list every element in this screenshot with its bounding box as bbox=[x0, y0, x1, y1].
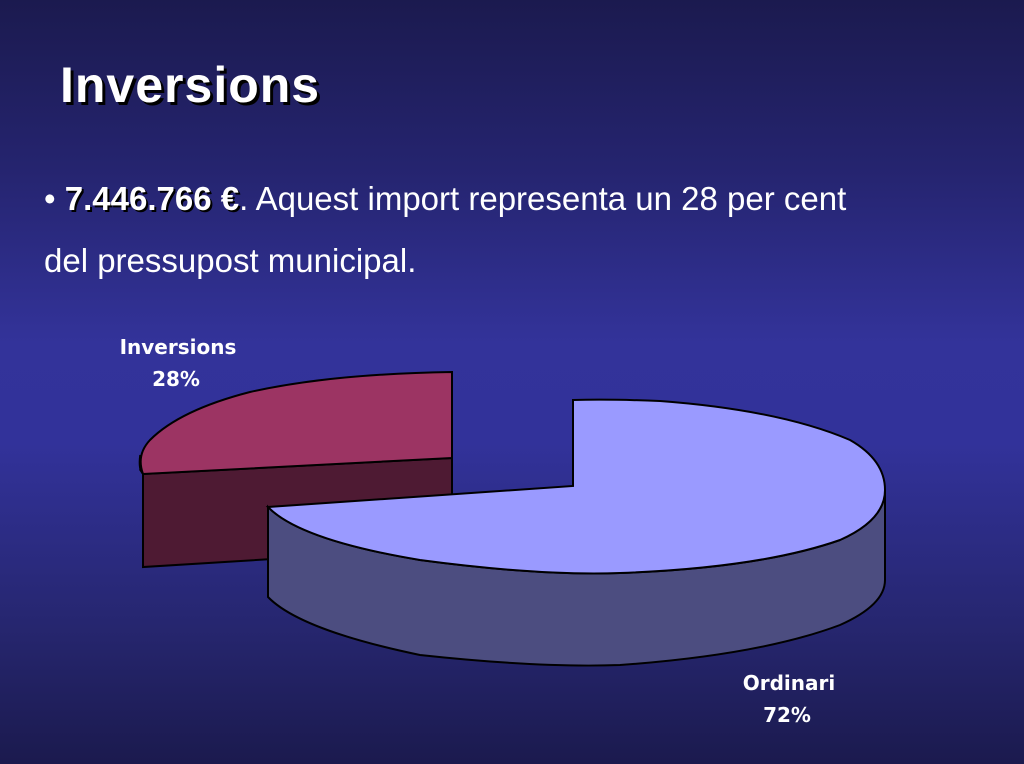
slide-title: Inversions bbox=[60, 57, 321, 113]
label-ordinari-pct: 72% bbox=[763, 703, 811, 727]
bullet-text: • 7.446.766 €. Aquest import representa … bbox=[44, 168, 1004, 292]
pie-slice-ordinari bbox=[265, 398, 887, 667]
bullet-text-line2: del pressupost municipal. bbox=[44, 242, 417, 279]
bullet-text-line1: . Aquest import representa un 28 per cen… bbox=[239, 180, 847, 217]
label-ordinari-name: Ordinari bbox=[743, 671, 836, 695]
label-inversions-pct: 28% bbox=[152, 367, 200, 391]
bullet-marker: • bbox=[44, 180, 56, 217]
label-inversions-name: Inversions bbox=[120, 335, 237, 359]
budget-amount: 7.446.766 € bbox=[64, 180, 240, 217]
